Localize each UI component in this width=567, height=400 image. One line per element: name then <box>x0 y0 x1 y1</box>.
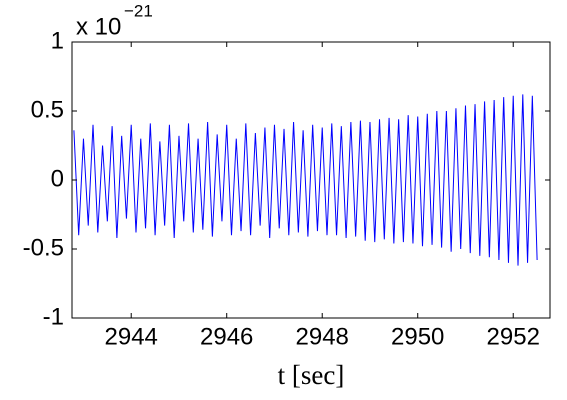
multiplier-base: x 10 <box>76 13 121 40</box>
plot-frame <box>71 41 551 319</box>
y-tick-label: -0.5 <box>23 234 64 261</box>
y-tick-label: 1 <box>51 27 64 54</box>
y-tick-label: 0.5 <box>31 96 64 123</box>
y-tick-label: -1 <box>43 303 64 330</box>
x-tick-label: 2946 <box>200 323 253 350</box>
signal-line <box>73 94 538 266</box>
x-tick-label: 2944 <box>105 323 158 350</box>
x-tick-label: 2950 <box>391 323 444 350</box>
multiplier-exponent: −21 <box>124 1 153 20</box>
x-tick-label: 2952 <box>487 323 540 350</box>
x-axis-label: t [sec] <box>278 360 345 390</box>
x-tick-label: 2948 <box>296 323 349 350</box>
y-tick-label: 0 <box>51 165 64 192</box>
